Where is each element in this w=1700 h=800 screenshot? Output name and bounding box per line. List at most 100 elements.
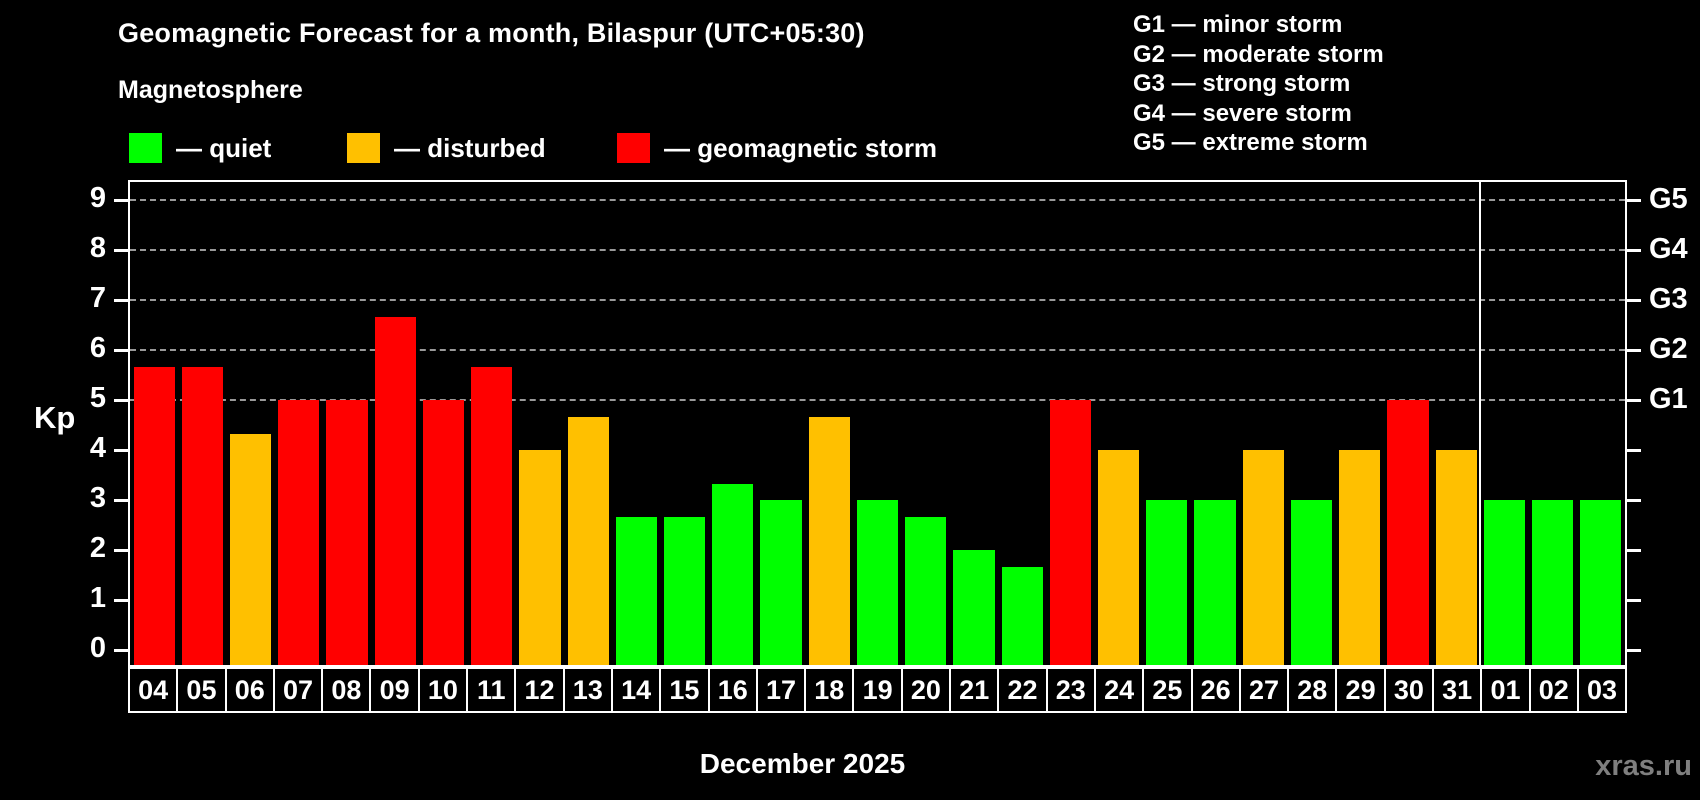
- right-axis-tick-4: [1627, 449, 1641, 452]
- y-axis-label-3: 3: [89, 482, 106, 515]
- y-axis-label-5: 5: [89, 382, 106, 415]
- right-axis-tick-6: [1627, 349, 1641, 352]
- bar-day-31: [1435, 450, 1477, 665]
- y-axis-tick-1: [114, 599, 128, 602]
- y-axis-tick-3: [114, 499, 128, 502]
- bar-day-09: [374, 316, 416, 665]
- bar-day-29: [1339, 450, 1381, 665]
- day-label-10: 10: [417, 667, 469, 713]
- day-label-09: 09: [369, 667, 420, 713]
- y-axis-tick-2: [114, 549, 128, 552]
- bar-day-22: [1001, 566, 1043, 665]
- g-scale-legend: G1 — minor storm G2 — moderate storm G3 …: [1133, 10, 1384, 158]
- day-label-06: 06: [224, 667, 275, 713]
- y-axis-label-0: 0: [89, 632, 106, 665]
- bar-day-01: [1483, 500, 1526, 665]
- right-axis-tick-8: [1627, 249, 1641, 252]
- watermark: xras.ru: [1595, 750, 1692, 782]
- bar-day-02: [1532, 500, 1574, 665]
- gridline-kp9: [130, 199, 1625, 201]
- x-axis-month-label: December 2025: [699, 748, 906, 779]
- right-axis-tick-9: [1627, 199, 1641, 202]
- day-label-16: 16: [707, 667, 758, 713]
- day-label-01: 01: [1480, 667, 1531, 713]
- y-axis-label-2: 2: [89, 532, 106, 565]
- g1-legend-line: G1 — minor storm: [1133, 11, 1343, 38]
- day-label-24: 24: [1093, 667, 1145, 713]
- y-axis-label-9: 9: [89, 182, 106, 215]
- y-axis-label-8: 8: [89, 232, 106, 265]
- bar-day-16: [712, 483, 754, 665]
- day-label-04: 04: [128, 667, 179, 713]
- day-label-05: 05: [176, 667, 227, 713]
- day-label-27: 27: [1238, 667, 1290, 713]
- day-label-13: 13: [562, 667, 613, 713]
- day-label-28: 28: [1287, 667, 1338, 713]
- bar-day-17: [760, 500, 802, 665]
- y-axis-tick-6: [114, 349, 128, 352]
- bar-day-24: [1098, 450, 1140, 665]
- right-axis-label-g4: G4: [1649, 232, 1688, 265]
- bar-day-08: [326, 400, 368, 665]
- gridline-kp5: [130, 399, 1625, 401]
- bar-day-12: [519, 450, 561, 665]
- day-label-29: 29: [1335, 667, 1386, 713]
- gridline-kp8: [130, 249, 1625, 251]
- day-label-20: 20: [900, 667, 952, 713]
- bar-day-21: [953, 550, 995, 665]
- disturbed-color-swatch: [347, 133, 380, 163]
- bar-day-15: [663, 516, 706, 665]
- legend-item-disturbed: — disturbed: [347, 132, 546, 164]
- bar-day-04: [133, 366, 175, 665]
- day-label-30: 30: [1383, 667, 1435, 713]
- right-axis-label-g2: G2: [1649, 332, 1688, 365]
- month-separator-line: [1479, 182, 1482, 665]
- right-axis-tick-3: [1627, 499, 1641, 502]
- g3-legend-line: G3 — strong storm: [1133, 70, 1351, 98]
- day-label-21: 21: [949, 667, 1000, 713]
- bar-day-19: [856, 500, 899, 665]
- day-label-25: 25: [1142, 667, 1193, 713]
- quiet-color-swatch: [129, 133, 162, 163]
- bar-day-23: [1049, 400, 1091, 665]
- day-label-08: 08: [321, 667, 372, 713]
- day-label-22: 22: [997, 667, 1048, 713]
- day-label-18: 18: [804, 667, 855, 713]
- day-label-23: 23: [1045, 667, 1096, 713]
- bar-day-25: [1146, 500, 1188, 665]
- day-label-26: 26: [1190, 667, 1241, 713]
- bar-day-06: [229, 433, 272, 665]
- bar-day-03: [1580, 500, 1622, 665]
- bar-day-20: [905, 516, 947, 665]
- bar-day-13: [567, 416, 609, 665]
- y-axis-tick-8: [114, 249, 128, 252]
- y-axis-label-7: 7: [89, 282, 106, 315]
- right-axis-tick-7: [1627, 299, 1641, 302]
- right-axis-tick-1: [1627, 599, 1641, 602]
- day-label-03: 03: [1576, 667, 1628, 713]
- y-axis-label-6: 6: [89, 332, 106, 365]
- legend-item-quiet: — quiet: [129, 132, 271, 164]
- chart-title: Geomagnetic Forecast for a month, Bilasp…: [118, 18, 865, 48]
- day-label-11: 11: [466, 667, 517, 713]
- day-label-31: 31: [1432, 667, 1483, 713]
- legend-title: Magnetosphere: [118, 76, 303, 104]
- bar-day-11: [471, 366, 513, 665]
- right-axis-tick-0: [1627, 649, 1641, 652]
- day-label-14: 14: [610, 667, 662, 713]
- y-axis-tick-9: [114, 199, 128, 202]
- y-axis-tick-0: [114, 649, 128, 652]
- y-axis-title: Kp: [34, 400, 76, 435]
- y-axis-tick-4: [114, 449, 128, 452]
- right-axis-tick-5: [1627, 399, 1641, 402]
- x-axis-day-labels: 04 05 06 07 08 09 10 11 12 13 14 15 16 17 18 19 20 21 22 23…: [128, 667, 1628, 713]
- quiet-label: — quiet: [176, 132, 272, 163]
- g2-legend-line: G2 — moderate storm: [1133, 40, 1384, 68]
- bar-day-07: [278, 400, 320, 665]
- right-axis-label-g3: G3: [1649, 282, 1688, 315]
- right-axis-label-g1: G1: [1649, 382, 1688, 415]
- g5-legend-line: G5 — extreme storm: [1133, 129, 1368, 157]
- disturbed-label: — disturbed: [394, 132, 546, 163]
- g4-legend-line: G4 — severe storm: [1133, 99, 1352, 127]
